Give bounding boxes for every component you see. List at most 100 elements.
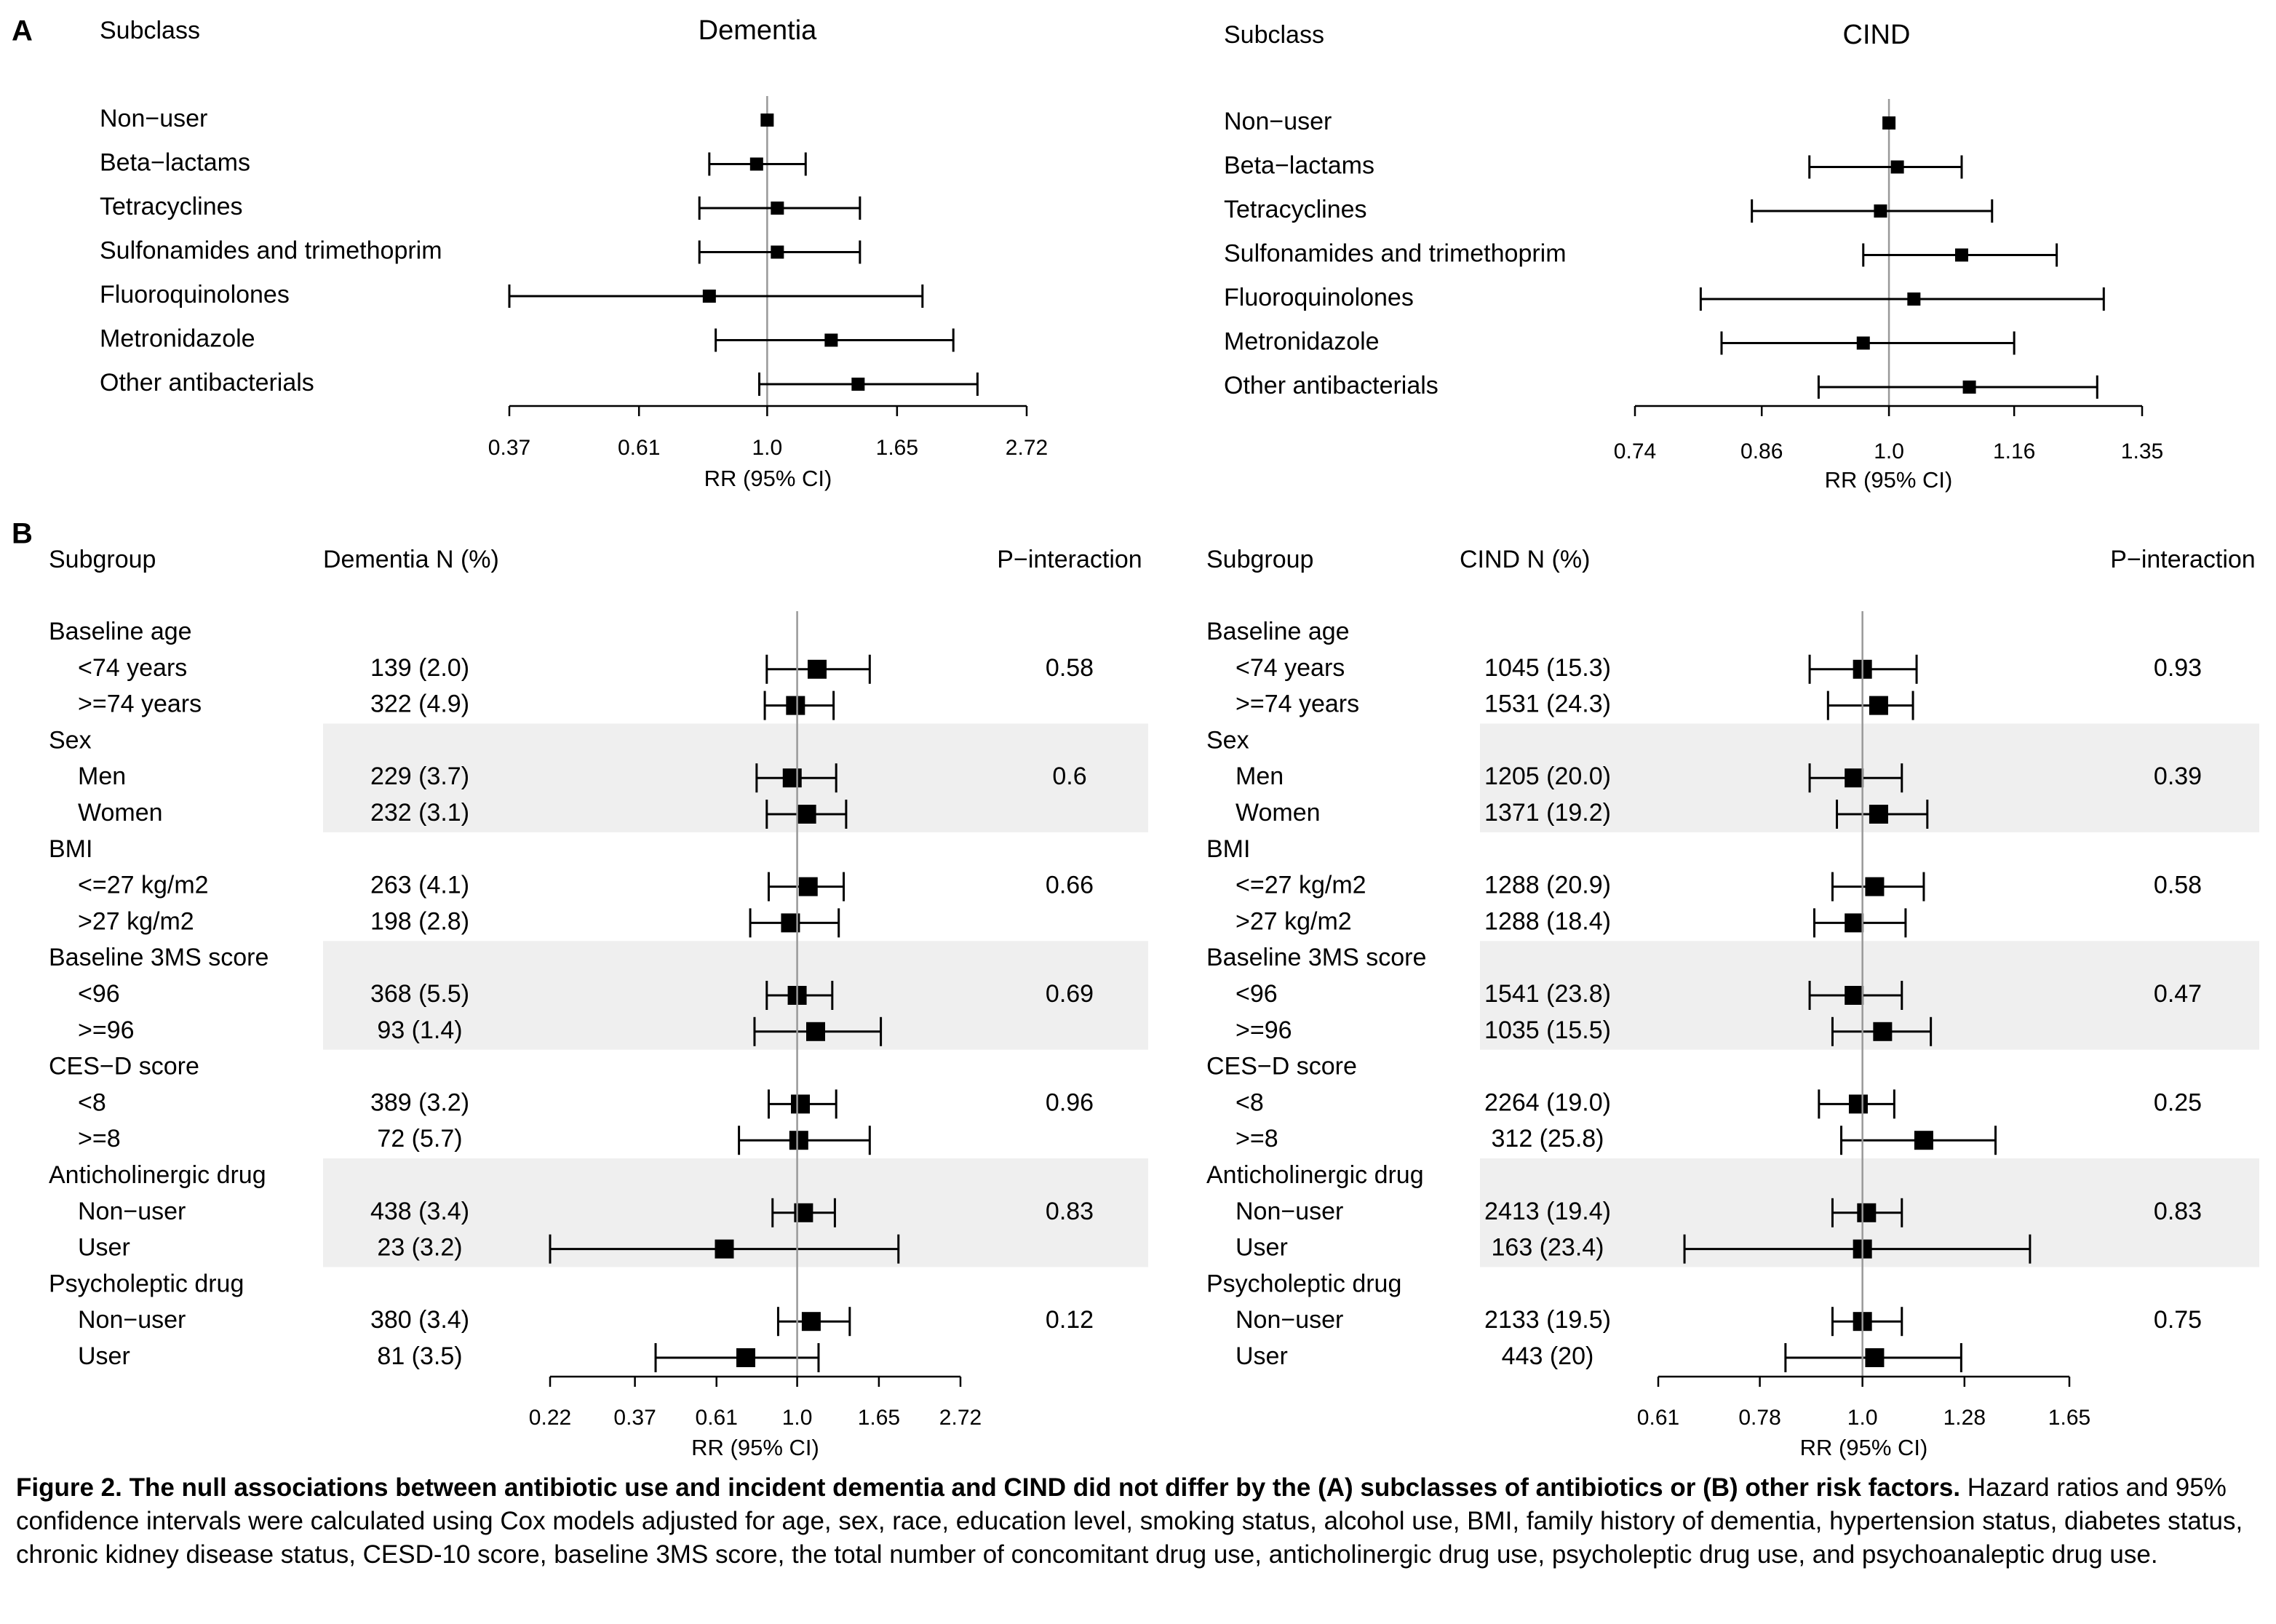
B-dementia-row-n-6: 368 (5.5) bbox=[370, 980, 469, 1008]
B-dementia-row-label-8: <8 bbox=[78, 1088, 106, 1116]
A-cind-point-3 bbox=[1954, 248, 1968, 262]
B-cind-row-label-5: >27 kg/m2 bbox=[1236, 907, 1352, 935]
B-cind-p-value-5: 0.83 bbox=[2154, 1198, 2202, 1225]
B-dementia-tick-label-4: 1.65 bbox=[858, 1406, 900, 1430]
A-cind-row-label-6: Other antibacterials bbox=[1224, 372, 1439, 399]
B-dementia-row-label-9: >=8 bbox=[78, 1125, 121, 1153]
B-cind-point-3 bbox=[1869, 805, 1888, 824]
A-dementia-row-label-1: Beta−lactams bbox=[100, 148, 250, 176]
B-dementia-row-label-7: >=96 bbox=[78, 1016, 135, 1044]
B-cind-x-axis-title: RR (95% CI) bbox=[1800, 1435, 1928, 1460]
A-cind-row-label-5: Metronidazole bbox=[1224, 327, 1380, 355]
B-cind-p-value-3: 0.47 bbox=[2154, 980, 2202, 1008]
B-dementia-point-3 bbox=[797, 805, 816, 824]
B-dementia-row-n-5: 198 (2.8) bbox=[370, 907, 469, 935]
A-cind-row-label-4: Fluoroquinolones bbox=[1224, 284, 1414, 311]
B-dementia-row-label-12: Non−user bbox=[78, 1306, 186, 1334]
B-cind-p-value-4: 0.25 bbox=[2154, 1088, 2202, 1116]
A-cind-point-1 bbox=[1890, 160, 1904, 174]
B-dementia-tick-label-3: 1.0 bbox=[782, 1406, 813, 1430]
B-dementia-row-label-0: <74 years bbox=[78, 654, 187, 682]
B-cind-point-5 bbox=[1845, 913, 1864, 933]
B-dementia-point-8 bbox=[791, 1094, 811, 1114]
B-cind-point-6 bbox=[1845, 986, 1864, 1005]
caption-body: Hazard ratios and 95% confidence interva… bbox=[16, 1473, 2243, 1569]
B-cind-row-n-6: 1541 (23.8) bbox=[1484, 980, 1611, 1008]
B-cind-row-n-11: 163 (23.4) bbox=[1492, 1234, 1604, 1262]
B-cind-p-value-6: 0.75 bbox=[2154, 1306, 2202, 1334]
B-dementia-row-n-10: 438 (3.4) bbox=[370, 1198, 469, 1225]
A-cind-tick-label-4: 1.35 bbox=[2121, 439, 2163, 463]
B-dementia-p-value-6: 0.12 bbox=[1046, 1306, 1094, 1334]
B-dementia-group-label-0: Baseline age bbox=[49, 618, 192, 645]
B-dementia-row-label-10: Non−user bbox=[78, 1198, 186, 1225]
A-cind-point-0 bbox=[1882, 116, 1896, 130]
A-dementia-tick-label-4: 2.72 bbox=[1006, 436, 1048, 460]
B-dementia-group-label-3: Baseline 3MS score bbox=[49, 944, 268, 971]
B-cind-row-label-12: Non−user bbox=[1236, 1306, 1343, 1334]
A-cind-point-5 bbox=[1856, 336, 1870, 350]
A-dementia-point-5 bbox=[824, 333, 838, 347]
B-dementia-row-n-7: 93 (1.4) bbox=[377, 1016, 462, 1044]
B-cind-row-label-6: <96 bbox=[1236, 980, 1278, 1008]
B-dementia-row-n-1: 322 (4.9) bbox=[370, 690, 469, 718]
A-dementia-point-1 bbox=[749, 157, 763, 171]
A-dementia-tick-label-3: 1.65 bbox=[876, 436, 918, 460]
A-dementia-tick-label-0: 0.37 bbox=[488, 436, 530, 460]
B-dementia-group-shading-3 bbox=[323, 941, 1148, 1050]
B-cind-row-n-0: 1045 (15.3) bbox=[1484, 654, 1611, 682]
B-cind-row-label-10: Non−user bbox=[1236, 1198, 1343, 1225]
B-dementia-p-header: P−interaction bbox=[997, 546, 1142, 573]
B-cind-group-label-0: Baseline age bbox=[1206, 618, 1350, 645]
B-dementia-p-value-2: 0.66 bbox=[1046, 872, 1094, 899]
panel-b-letter: B bbox=[12, 518, 33, 550]
B-cind-row-label-13: User bbox=[1236, 1342, 1288, 1370]
B-cind-point-1 bbox=[1869, 696, 1888, 715]
B-dementia-row-label-1: >=74 years bbox=[78, 690, 202, 718]
B-cind-row-label-4: <=27 kg/m2 bbox=[1236, 872, 1366, 899]
B-dementia-point-11 bbox=[715, 1239, 734, 1259]
A-dementia-row-label-6: Other antibacterials bbox=[100, 369, 314, 397]
B-cind-tick-label-4: 1.65 bbox=[2048, 1406, 2090, 1430]
B-cind-point-10 bbox=[1857, 1203, 1877, 1222]
B-cind-n-header: CIND N (%) bbox=[1460, 546, 1590, 573]
A-cind-tick-label-2: 1.0 bbox=[1874, 439, 1904, 463]
B-cind-point-2 bbox=[1845, 768, 1864, 788]
B-dementia-row-label-11: User bbox=[78, 1234, 130, 1262]
B-cind-row-label-2: Men bbox=[1236, 763, 1284, 790]
B-cind-row-label-3: Women bbox=[1236, 799, 1321, 827]
B-dementia-tick-label-1: 0.37 bbox=[613, 1406, 656, 1430]
B-cind-p-value-1: 0.39 bbox=[2154, 763, 2202, 790]
plot-layer: A B Subclass Dementia Non−user Beta−lactams Te… bbox=[12, 15, 2256, 1461]
B-dementia-row-n-9: 72 (5.7) bbox=[377, 1125, 462, 1153]
B-dementia-row-n-11: 23 (3.2) bbox=[377, 1234, 462, 1262]
B-cind-group-label-5: Anticholinergic drug bbox=[1206, 1161, 1424, 1189]
A-cind-title: CIND bbox=[1843, 20, 1911, 50]
B-dementia-point-0 bbox=[807, 659, 827, 679]
B-dementia-tick-label-0: 0.22 bbox=[529, 1406, 571, 1430]
A-cind-row-label-3: Sulfonamides and trimethoprim bbox=[1224, 239, 1567, 267]
B-cind-group-label-2: BMI bbox=[1206, 835, 1250, 863]
B-dementia-point-1 bbox=[786, 696, 805, 715]
B-cind-row-n-9: 312 (25.8) bbox=[1492, 1125, 1604, 1153]
A-dementia-point-4 bbox=[702, 290, 716, 303]
A-cind-x-axis-title: RR (95% CI) bbox=[1825, 467, 1953, 493]
B-dementia-group-label-6: Psycholeptic drug bbox=[49, 1270, 244, 1297]
B-dementia-row-n-2: 229 (3.7) bbox=[370, 763, 469, 790]
B-cind-row-n-13: 443 (20) bbox=[1502, 1342, 1594, 1370]
B-cind-row-n-7: 1035 (15.5) bbox=[1484, 1016, 1611, 1044]
A-dementia-row-label-2: Tetracyclines bbox=[100, 193, 243, 220]
A-cind-tick-label-3: 1.16 bbox=[1993, 439, 2035, 463]
B-dementia-n-header: Dementia N (%) bbox=[323, 546, 499, 573]
A-dementia-label-header: Subclass bbox=[100, 17, 200, 44]
panel-a-letter: A bbox=[12, 15, 33, 47]
B-cind-row-n-2: 1205 (20.0) bbox=[1484, 763, 1611, 790]
B-dementia-point-2 bbox=[782, 768, 802, 788]
B-cind-row-label-1: >=74 years bbox=[1236, 690, 1359, 718]
B-cind-row-n-10: 2413 (19.4) bbox=[1484, 1198, 1611, 1225]
B-dementia-p-value-5: 0.83 bbox=[1046, 1198, 1094, 1225]
A-cind-point-6 bbox=[1962, 381, 1976, 394]
A-cind-row-label-0: Non−user bbox=[1224, 108, 1332, 135]
B-cind-p-header: P−interaction bbox=[2110, 546, 2255, 573]
B-dementia-row-n-0: 139 (2.0) bbox=[370, 654, 469, 682]
